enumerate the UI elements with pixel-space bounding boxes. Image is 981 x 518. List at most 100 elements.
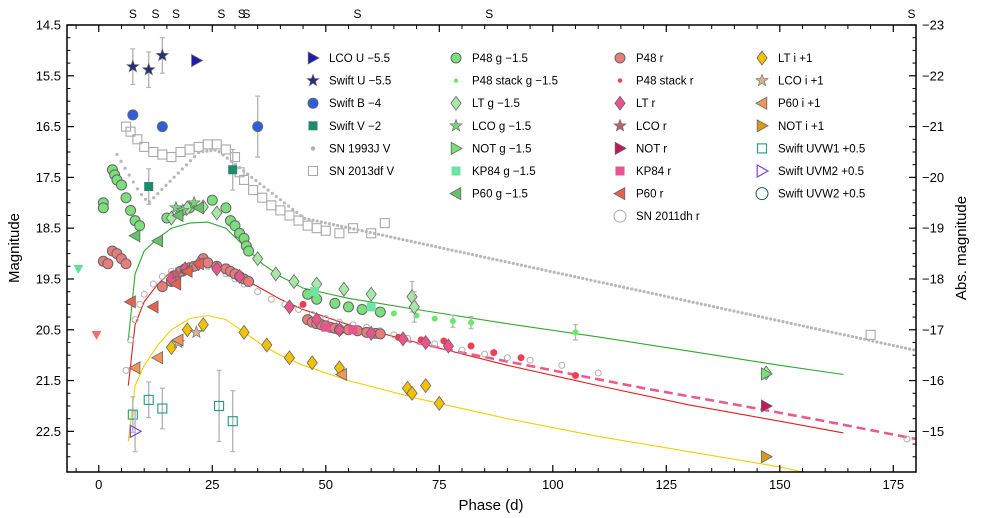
series-sn-1993j-v-point bbox=[568, 274, 573, 278]
x-axis-title: Phase (d) bbox=[458, 497, 523, 514]
series-sn-2013df-v-point bbox=[320, 225, 331, 236]
series-sn-1993j-v-point bbox=[883, 342, 887, 346]
series-sn-2013df-v-point bbox=[266, 200, 277, 211]
series-sn-1993j-v-point bbox=[564, 273, 569, 277]
spectrum-epoch-marker: S bbox=[217, 7, 225, 21]
legend-swatch-p48-stack-g-1-5 bbox=[453, 78, 459, 83]
series-sn-1993j-v-point bbox=[303, 216, 307, 221]
legend-label: NOT g −1.5 bbox=[472, 143, 532, 155]
series-sn-1993j-v-point bbox=[671, 296, 675, 300]
series-sn-1993j-v-point bbox=[311, 218, 315, 222]
series-sn-1993j-v-point bbox=[552, 270, 556, 274]
series-p60-i-point bbox=[150, 351, 164, 365]
legend-swatch-kp84-r bbox=[615, 166, 625, 176]
series-p48-stack-r-point bbox=[490, 349, 498, 357]
series-lt-g-point bbox=[288, 273, 300, 290]
series-sn-1993j-v-point bbox=[605, 282, 609, 286]
series-sn-1993j-v-point bbox=[115, 152, 119, 157]
legend-label: Swift V −2 bbox=[329, 121, 381, 133]
legend-label: KP84 r bbox=[636, 166, 671, 178]
series-lco-r-point bbox=[169, 266, 183, 280]
series-sn-2013df-v-point bbox=[293, 215, 304, 226]
legend-swatch-lco-g-1-5 bbox=[449, 118, 463, 132]
series-sn-1993j-v-point bbox=[176, 171, 180, 175]
series-sn-1993j-v-point bbox=[364, 230, 368, 234]
photometry-data bbox=[73, 37, 774, 464]
series-sn-1993j-v-point bbox=[875, 340, 879, 344]
series-sn-2011dh-r-point bbox=[431, 340, 439, 348]
series-sn-2013df-v-point bbox=[211, 139, 222, 150]
series-sn-1993j-v-point bbox=[503, 260, 507, 264]
series-sn-1993j-v-point bbox=[899, 345, 904, 349]
series-swift-u-point bbox=[155, 48, 170, 62]
series-sn-1993j-v-point bbox=[854, 335, 859, 340]
y-tick-label: 22.5 bbox=[36, 424, 61, 439]
series-sn-1993j-v-point bbox=[323, 221, 327, 225]
series-swift-u-point bbox=[141, 62, 156, 76]
series-sn-1993j-v-point bbox=[556, 271, 560, 275]
series-sn-1993j-v-point bbox=[818, 327, 822, 332]
series-sn-2013df-v-point bbox=[139, 141, 150, 152]
series-sn-1993j-v-point bbox=[581, 276, 585, 281]
series-sn-1993j-v-point bbox=[450, 248, 454, 252]
legend: LCO U −5.5 Swift U −5.5 Swift B −4 Swift V … bbox=[306, 50, 865, 223]
legend-label: P60 i +1 bbox=[778, 98, 821, 110]
series-sn-1993j-v-point bbox=[711, 305, 716, 309]
series-sn-1993j-v-point bbox=[286, 204, 291, 208]
series-sn-1993j-v-point bbox=[891, 343, 895, 348]
series-sn-1993j-v-point bbox=[409, 239, 413, 243]
series-not-i-point bbox=[760, 450, 774, 464]
y-tick-label: 20.5 bbox=[36, 322, 61, 337]
y-tick-label: 17.5 bbox=[36, 170, 61, 185]
series-sn-1993j-v-point bbox=[744, 312, 748, 316]
series-sn-1993j-v-point bbox=[266, 188, 270, 192]
legend-swatch-p60-r bbox=[613, 186, 626, 201]
series-sn-1993j-v-point bbox=[205, 149, 209, 153]
series-p60-g-point bbox=[150, 234, 164, 248]
series-sn-1993j-v-point bbox=[401, 237, 405, 242]
y2-tick-label: −22 bbox=[922, 68, 944, 83]
spectrum-epoch-marker: S bbox=[238, 7, 246, 21]
series-sn-1993j-v-point bbox=[834, 331, 838, 335]
series-sn-1993j-v-point bbox=[360, 229, 364, 233]
series-p60-r-point bbox=[180, 264, 193, 279]
series-sn-1993j-v-point bbox=[209, 149, 213, 153]
series-p60-r-point bbox=[123, 295, 136, 309]
series-sn-1993j-v-point bbox=[769, 317, 773, 321]
series-sn-1993j-v-point bbox=[393, 236, 397, 240]
series-sn-1993j-v-point bbox=[850, 335, 855, 339]
series-sn-1993j-v-point bbox=[515, 262, 519, 266]
series-sn-1993j-v-point bbox=[135, 187, 139, 191]
series-kp84-g-point bbox=[309, 287, 319, 297]
series-sn-2013df-v-point bbox=[311, 223, 322, 234]
series-lt-r-point bbox=[311, 312, 323, 328]
series-sn-1993j-v-point bbox=[809, 326, 814, 330]
legend-swatch-p48-g-1-5 bbox=[450, 52, 462, 64]
series-sn-1993j-v-point bbox=[814, 327, 818, 331]
series-p48-stack-g-point bbox=[390, 310, 397, 317]
legend-label: Swift UVM2 +0.5 bbox=[778, 166, 864, 178]
spectrum-epoch-marker: S bbox=[907, 7, 915, 21]
series-sn-1993j-v-point bbox=[348, 226, 352, 230]
series-sn-1993j-v-point bbox=[139, 193, 144, 197]
series-sn-1993j-v-point bbox=[507, 260, 511, 265]
series-sn-1993j-v-point bbox=[601, 281, 605, 285]
legend-label: LCO i +1 bbox=[778, 76, 824, 88]
series-sn-1993j-v-point bbox=[344, 225, 348, 229]
series-sn-2011dh-r-point bbox=[136, 300, 144, 308]
series-kp84-r-point bbox=[321, 322, 331, 332]
series-lt-g-point bbox=[252, 251, 264, 267]
series-swift-uvw1-point bbox=[143, 394, 154, 405]
model-curve-r-extrapolation bbox=[402, 338, 916, 441]
series-lt-g-point bbox=[338, 281, 350, 297]
series-sn-1993j-v-point bbox=[168, 179, 172, 183]
legend-swatch-lt-i-1 bbox=[756, 50, 768, 66]
series-lt-i-point bbox=[197, 317, 209, 333]
legend-swatch-lco-u-5-5 bbox=[307, 51, 320, 65]
spectrum-epoch-marker: S bbox=[242, 7, 250, 21]
series-sn-1993j-v-point bbox=[622, 285, 626, 289]
model-curve-r-model bbox=[127, 264, 844, 434]
series-sn-2011dh-r-point bbox=[558, 361, 566, 369]
series-p60-g-point bbox=[171, 208, 184, 223]
x-tick-label: 175 bbox=[882, 477, 904, 492]
